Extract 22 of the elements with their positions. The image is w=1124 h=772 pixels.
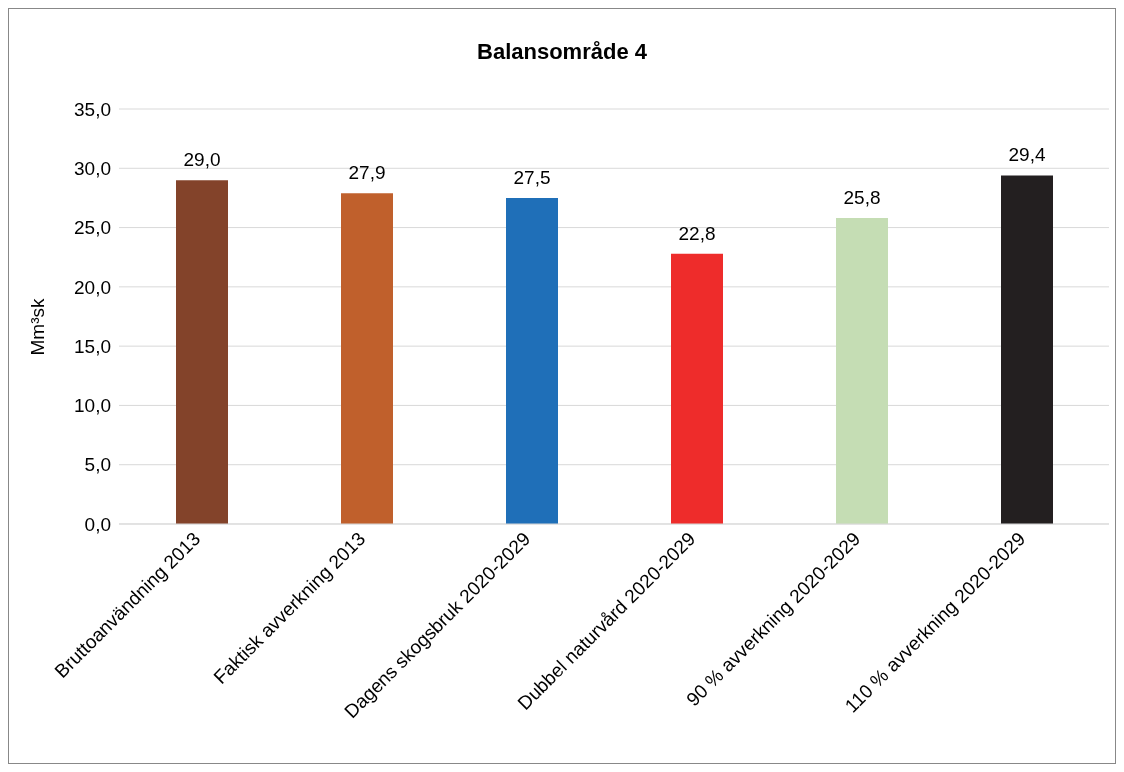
y-tick-label: 15,0 xyxy=(74,335,111,357)
bar xyxy=(671,253,723,524)
data-label: 27,9 xyxy=(348,162,386,184)
bar xyxy=(341,193,393,524)
chart-title: Balansområde 4 xyxy=(476,39,648,65)
data-label: 29,0 xyxy=(183,149,221,171)
y-axis-title: Mm³sk xyxy=(27,298,49,356)
y-tick-label: 0,0 xyxy=(84,513,111,535)
y-tick-label: 10,0 xyxy=(74,395,111,417)
bar xyxy=(176,180,228,524)
y-tick-label: 5,0 xyxy=(84,454,111,476)
data-label: 22,8 xyxy=(678,222,716,244)
data-label: 27,5 xyxy=(513,166,551,188)
y-tick-label: 25,0 xyxy=(74,217,111,239)
y-tick-label: 20,0 xyxy=(74,276,111,298)
data-label: 29,4 xyxy=(1008,144,1046,166)
y-tick-label: 35,0 xyxy=(74,98,111,120)
bar xyxy=(506,197,558,524)
y-tick-label: 30,0 xyxy=(74,158,111,180)
data-label: 25,8 xyxy=(843,187,881,209)
bar xyxy=(1001,175,1053,524)
bar xyxy=(836,218,888,524)
